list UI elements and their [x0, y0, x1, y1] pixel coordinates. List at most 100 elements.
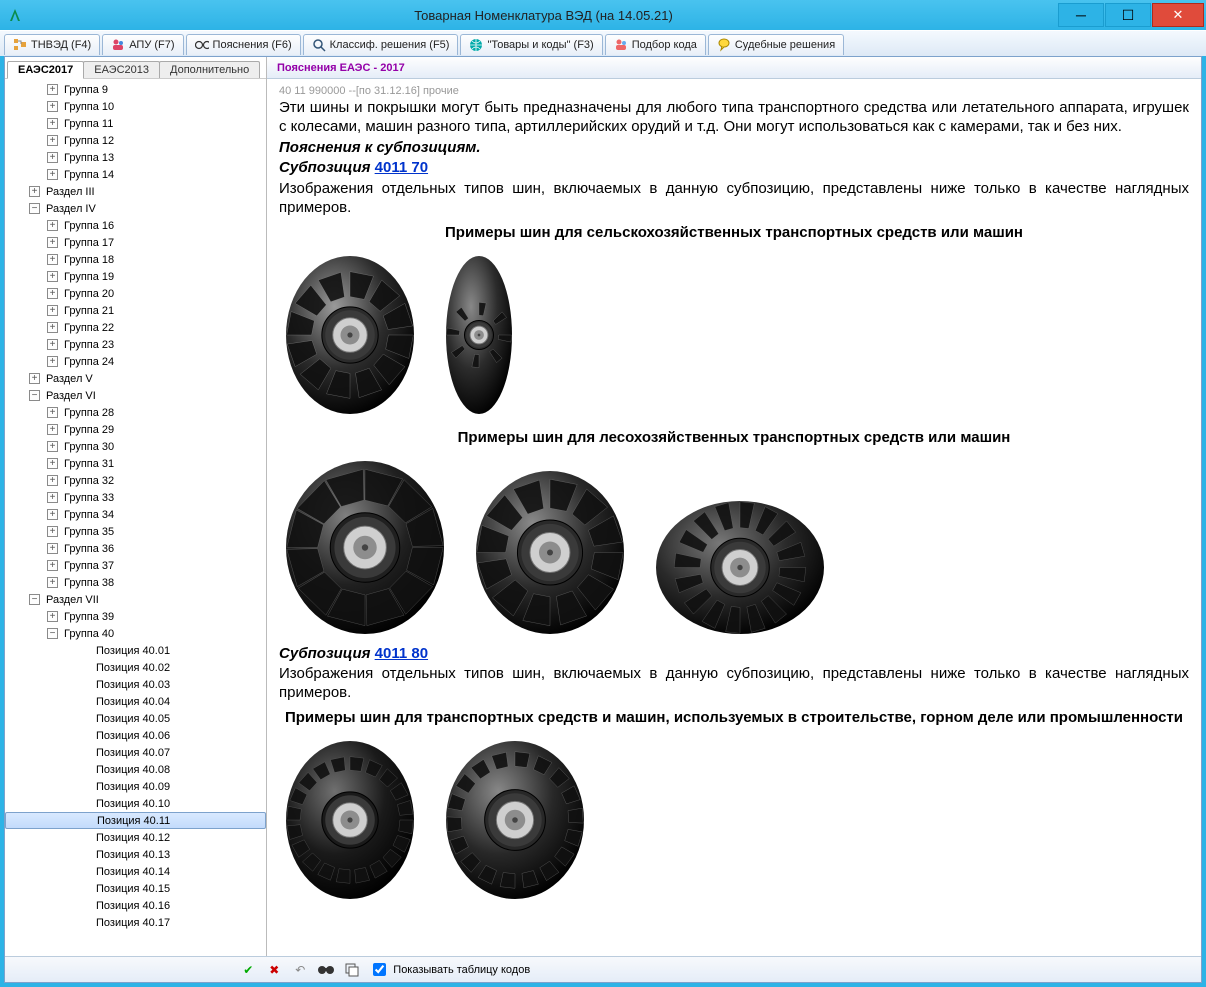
tree-item[interactable]: +Группа 16 — [5, 217, 266, 234]
tree-item[interactable]: +Группа 17 — [5, 234, 266, 251]
expand-icon[interactable]: + — [47, 169, 58, 180]
collapse-icon[interactable]: − — [29, 203, 40, 214]
tree-item[interactable]: Позиция 40.01 — [5, 642, 266, 659]
tree-item[interactable]: +Группа 38 — [5, 574, 266, 591]
tree-item[interactable]: +Группа 14 — [5, 166, 266, 183]
subtab-1[interactable]: ЕАЭС2013 — [83, 61, 160, 78]
tree-item[interactable]: Позиция 40.07 — [5, 744, 266, 761]
expand-icon[interactable]: + — [47, 288, 58, 299]
tree-item[interactable]: +Группа 29 — [5, 421, 266, 438]
close-button[interactable]: ✕ — [1152, 3, 1204, 27]
expand-icon[interactable]: + — [47, 577, 58, 588]
tree-item[interactable]: +Группа 36 — [5, 540, 266, 557]
top-tab-1[interactable]: АПУ (F7) — [102, 34, 183, 55]
tree-item[interactable]: +Группа 21 — [5, 302, 266, 319]
expand-icon[interactable]: + — [47, 356, 58, 367]
tree-item[interactable]: Позиция 40.12 — [5, 829, 266, 846]
tree-item[interactable]: −Раздел VII — [5, 591, 266, 608]
tree-item[interactable]: +Группа 30 — [5, 438, 266, 455]
tree-item[interactable]: +Группа 33 — [5, 489, 266, 506]
tree-item[interactable]: +Группа 35 — [5, 523, 266, 540]
expand-icon[interactable]: + — [47, 254, 58, 265]
expand-icon[interactable]: + — [47, 220, 58, 231]
tree-item[interactable]: +Группа 32 — [5, 472, 266, 489]
subtab-2[interactable]: Дополнительно — [159, 61, 260, 78]
accept-icon[interactable]: ✔ — [239, 961, 257, 979]
tree-item[interactable]: Позиция 40.15 — [5, 880, 266, 897]
expand-icon[interactable]: + — [47, 322, 58, 333]
tree-item[interactable]: +Группа 18 — [5, 251, 266, 268]
expand-icon[interactable]: + — [47, 424, 58, 435]
expand-icon[interactable]: + — [29, 186, 40, 197]
tree-item[interactable]: +Группа 11 — [5, 115, 266, 132]
tree-item-selected[interactable]: Позиция 40.11 — [5, 812, 266, 829]
tree-item[interactable]: +Группа 39 — [5, 608, 266, 625]
expand-icon[interactable]: + — [47, 135, 58, 146]
tree-item[interactable]: +Группа 31 — [5, 455, 266, 472]
subposition-link[interactable]: 4011 70 — [375, 159, 428, 176]
show-codes-input[interactable] — [373, 963, 386, 976]
tree-item[interactable]: +Группа 12 — [5, 132, 266, 149]
expand-icon[interactable]: + — [47, 271, 58, 282]
expand-icon[interactable]: + — [47, 475, 58, 486]
expand-icon[interactable]: + — [47, 441, 58, 452]
expand-icon[interactable]: + — [47, 339, 58, 350]
top-tab-3[interactable]: Классиф. решения (F5) — [303, 34, 459, 55]
tree-item[interactable]: −Раздел VI — [5, 387, 266, 404]
tree-item[interactable]: Позиция 40.05 — [5, 710, 266, 727]
collapse-icon[interactable]: − — [29, 390, 40, 401]
collapse-icon[interactable]: − — [29, 594, 40, 605]
tree-item[interactable]: Позиция 40.09 — [5, 778, 266, 795]
tree-item[interactable]: +Раздел V — [5, 370, 266, 387]
expand-icon[interactable]: + — [47, 492, 58, 503]
tree-item[interactable]: +Группа 23 — [5, 336, 266, 353]
maximize-button[interactable]: ☐ — [1105, 3, 1151, 27]
binoculars-icon[interactable] — [317, 961, 335, 979]
tree-item[interactable]: +Группа 24 — [5, 353, 266, 370]
expand-icon[interactable]: + — [47, 458, 58, 469]
tree-item[interactable]: +Группа 9 — [5, 81, 266, 98]
top-tab-5[interactable]: Подбор кода — [605, 34, 706, 55]
minimize-button[interactable]: ─ — [1058, 3, 1104, 27]
cancel-icon[interactable]: ✖ — [265, 961, 283, 979]
tree-item[interactable]: Позиция 40.06 — [5, 727, 266, 744]
tree-item[interactable]: +Раздел III — [5, 183, 266, 200]
show-codes-checkbox[interactable]: Показывать таблицу кодов — [369, 960, 530, 979]
tree-item[interactable]: Позиция 40.03 — [5, 676, 266, 693]
tree-item[interactable]: +Группа 22 — [5, 319, 266, 336]
expand-icon[interactable]: + — [47, 509, 58, 520]
tree-item[interactable]: Позиция 40.13 — [5, 846, 266, 863]
tree-item[interactable]: −Раздел IV — [5, 200, 266, 217]
tree-item[interactable]: −Группа 40 — [5, 625, 266, 642]
expand-icon[interactable]: + — [47, 84, 58, 95]
tree-item[interactable]: +Группа 20 — [5, 285, 266, 302]
top-tab-0[interactable]: ТНВЭД (F4) — [4, 34, 100, 55]
tree-item[interactable]: Позиция 40.10 — [5, 795, 266, 812]
expand-icon[interactable]: + — [47, 305, 58, 316]
subtab-0[interactable]: ЕАЭС2017 — [7, 61, 84, 79]
tree-view[interactable]: +Группа 9+Группа 10+Группа 11+Группа 12+… — [5, 79, 266, 956]
top-tab-4[interactable]: "Товары и коды" (F3) — [460, 34, 602, 55]
tree-item[interactable]: Позиция 40.08 — [5, 761, 266, 778]
tree-item[interactable]: Позиция 40.02 — [5, 659, 266, 676]
undo-icon[interactable]: ↶ — [291, 961, 309, 979]
expand-icon[interactable]: + — [47, 237, 58, 248]
tree-item[interactable]: Позиция 40.17 — [5, 914, 266, 931]
tree-item[interactable]: Позиция 40.14 — [5, 863, 266, 880]
tree-item[interactable]: Позиция 40.04 — [5, 693, 266, 710]
content-area[interactable]: 40 11 990000 --[по 31.12.16] прочие Эти … — [267, 79, 1201, 956]
collapse-icon[interactable]: − — [47, 628, 58, 639]
tree-item[interactable]: +Группа 13 — [5, 149, 266, 166]
expand-icon[interactable]: + — [47, 611, 58, 622]
expand-icon[interactable]: + — [47, 560, 58, 571]
copy-icon[interactable] — [343, 961, 361, 979]
expand-icon[interactable]: + — [47, 118, 58, 129]
tree-item[interactable]: +Группа 10 — [5, 98, 266, 115]
expand-icon[interactable]: + — [47, 526, 58, 537]
expand-icon[interactable]: + — [47, 152, 58, 163]
tree-item[interactable]: +Группа 28 — [5, 404, 266, 421]
top-tab-2[interactable]: Пояснения (F6) — [186, 34, 301, 55]
expand-icon[interactable]: + — [29, 373, 40, 384]
tree-item[interactable]: +Группа 19 — [5, 268, 266, 285]
expand-icon[interactable]: + — [47, 407, 58, 418]
